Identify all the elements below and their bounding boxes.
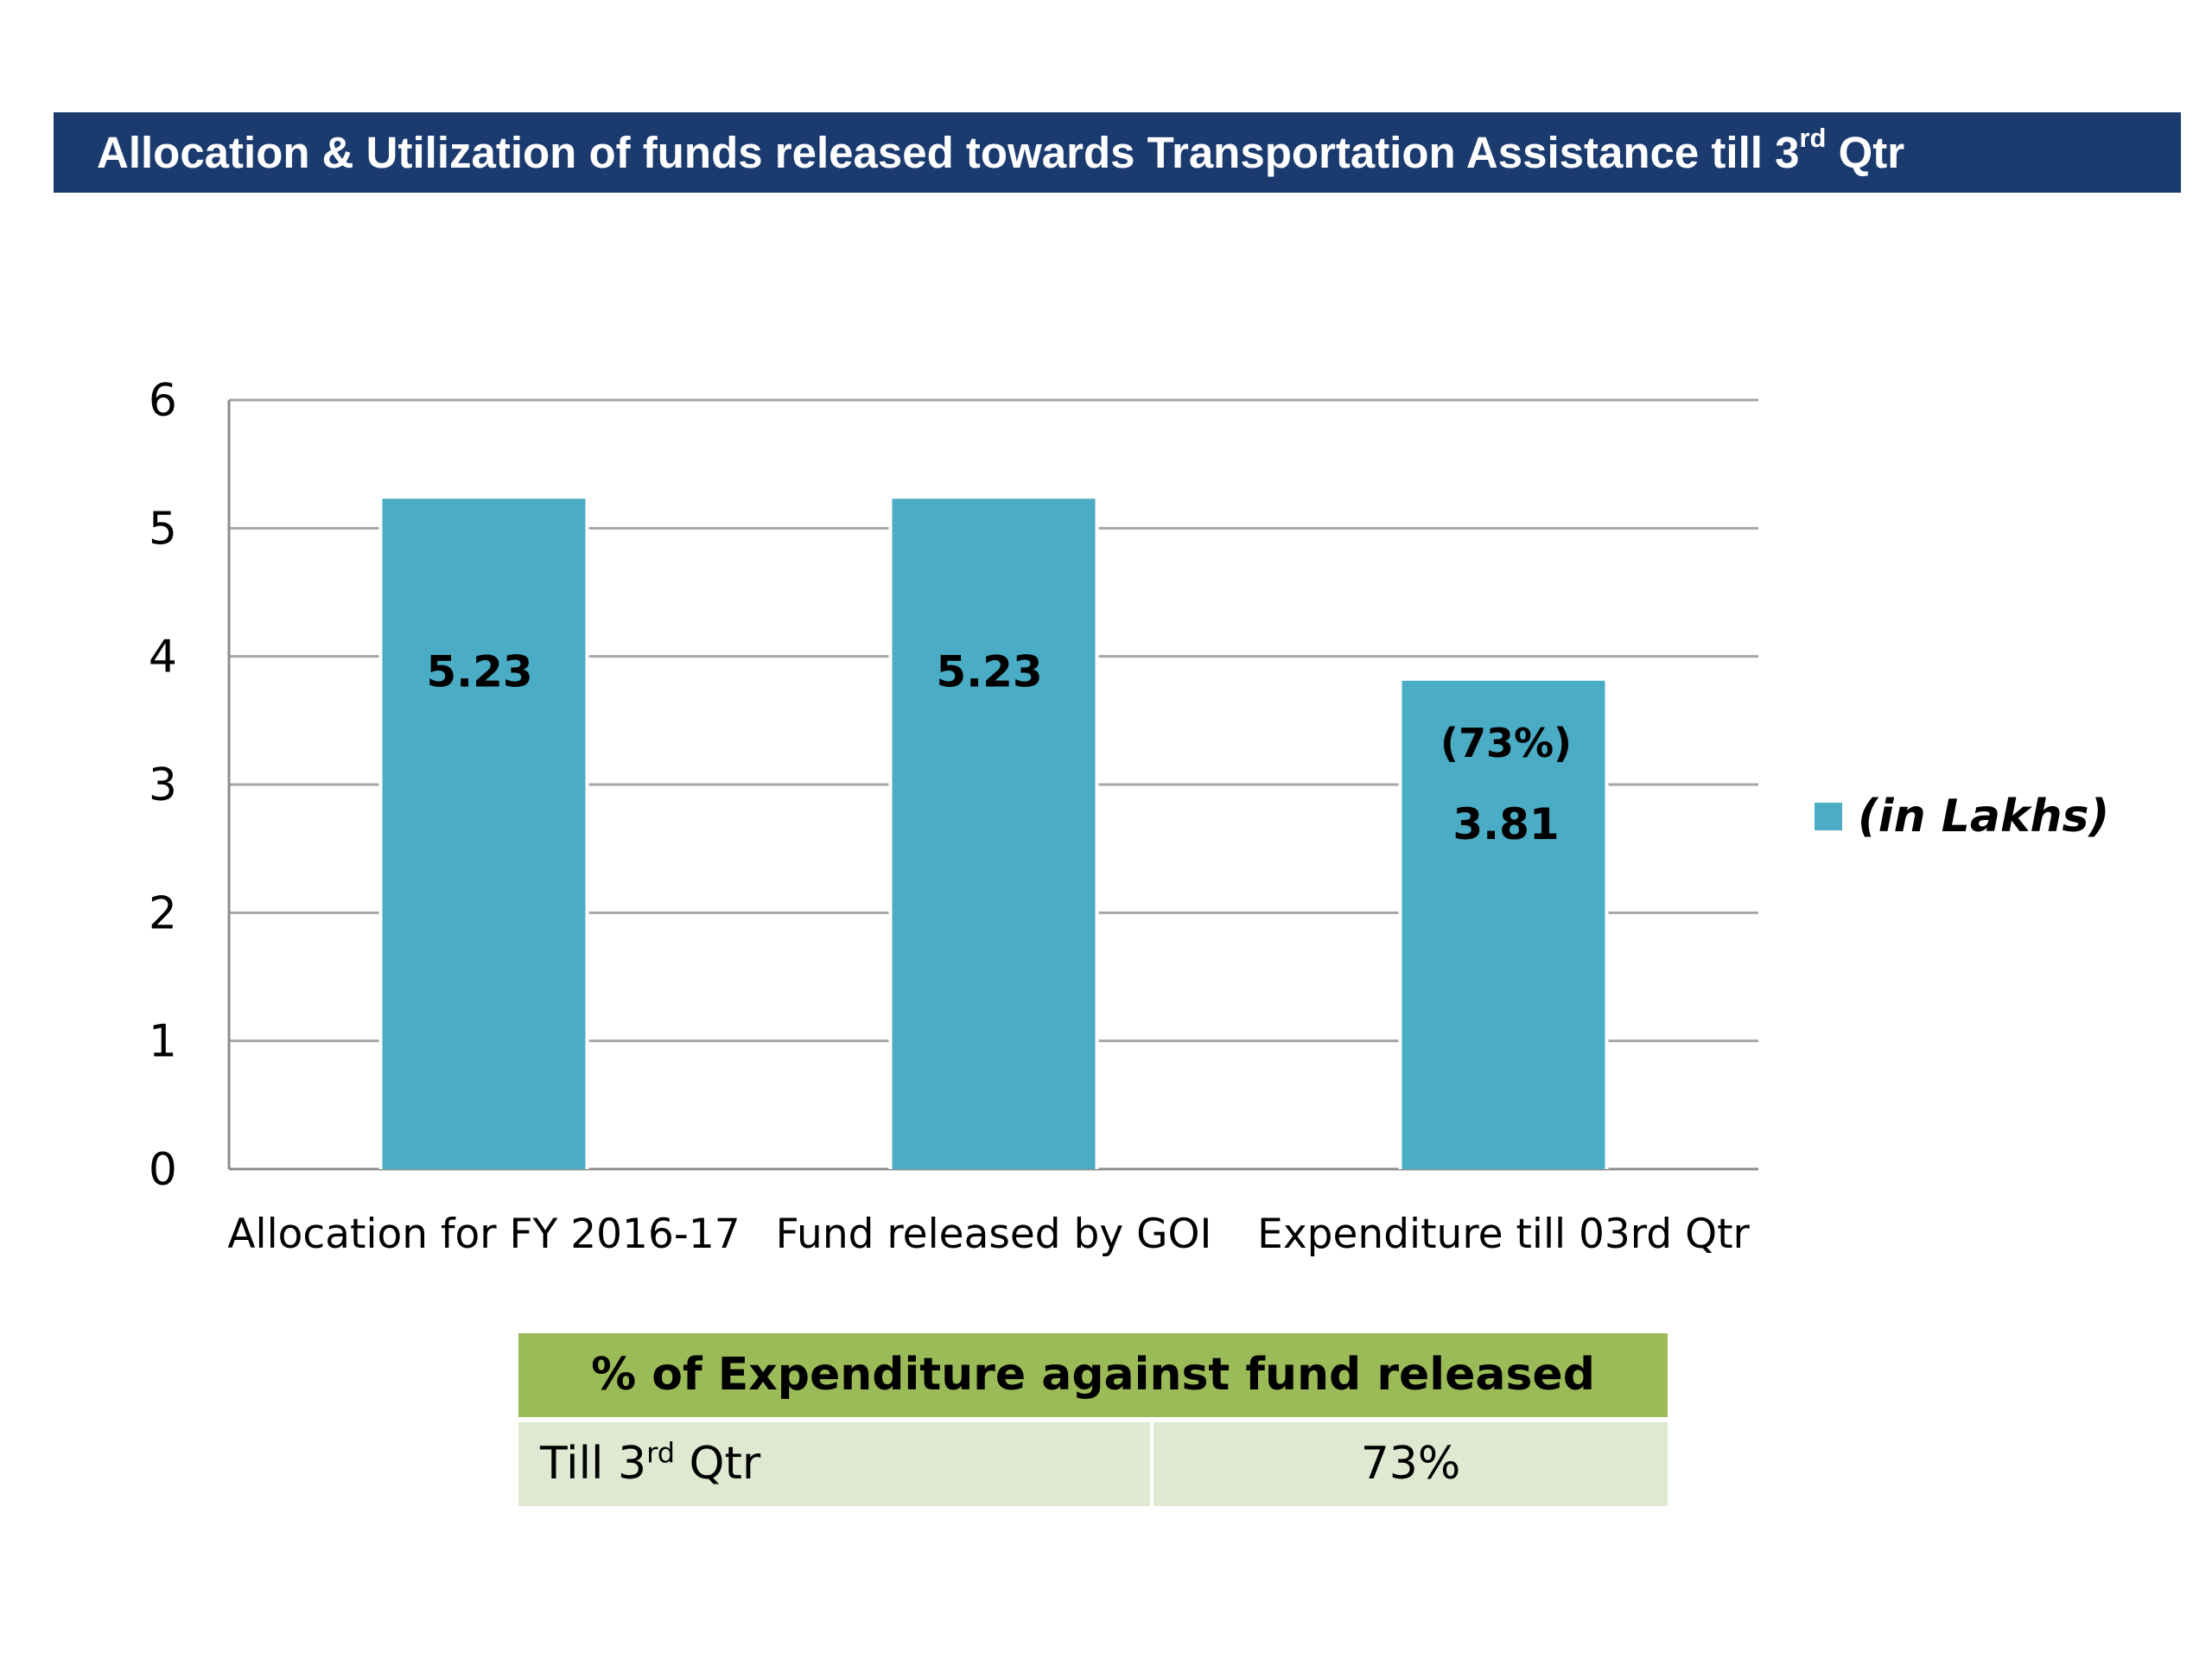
table-row-value: 73% bbox=[1154, 1422, 1668, 1506]
legend-swatch bbox=[1815, 803, 1842, 830]
bar bbox=[382, 499, 586, 1169]
bar-value-label: 5.23 bbox=[936, 647, 1042, 697]
bar bbox=[892, 499, 1096, 1169]
slide-title-superscript: rd bbox=[1799, 123, 1827, 153]
bar bbox=[1402, 680, 1605, 1169]
y-tick-label: 2 bbox=[149, 887, 177, 939]
table-row-label-main: Till 3 bbox=[540, 1438, 647, 1490]
slide-title: Allocation & Utilization of funds releas… bbox=[54, 112, 2181, 193]
slide-title-main: Allocation & Utilization of funds releas… bbox=[97, 128, 1800, 177]
table-row-label-end: Qtr bbox=[675, 1438, 761, 1490]
x-category-label: Expenditure till 03rd Qtr bbox=[1257, 1211, 1750, 1258]
y-tick-label: 1 bbox=[149, 1016, 177, 1068]
expenditure-table: % of Expenditure against fund released T… bbox=[518, 1333, 1668, 1506]
x-category-label: Fund released by GOI bbox=[776, 1211, 1212, 1258]
bar-value-label: 5.23 bbox=[426, 647, 532, 697]
y-tick-label: 5 bbox=[149, 503, 177, 555]
bar-value-label: 3.81 bbox=[1452, 799, 1559, 849]
slide-title-end: Qtr bbox=[1826, 128, 1905, 177]
bar-percent-label: (73%) bbox=[1440, 720, 1572, 766]
y-tick-label: 0 bbox=[149, 1144, 177, 1196]
x-category-label: Allocation for FY 2016-17 bbox=[227, 1211, 740, 1258]
y-tick-label: 6 bbox=[149, 375, 177, 427]
y-tick-label: 3 bbox=[149, 760, 177, 811]
table-row: Till 3rd Qtr 73% bbox=[518, 1422, 1668, 1506]
table-header: % of Expenditure against fund released bbox=[518, 1333, 1668, 1422]
table-row-label: Till 3rd Qtr bbox=[518, 1422, 1154, 1506]
legend-label: (in Lakhs) bbox=[1858, 791, 2109, 842]
y-tick-label: 4 bbox=[149, 632, 177, 683]
table-row-label-superscript: rd bbox=[646, 1436, 676, 1470]
